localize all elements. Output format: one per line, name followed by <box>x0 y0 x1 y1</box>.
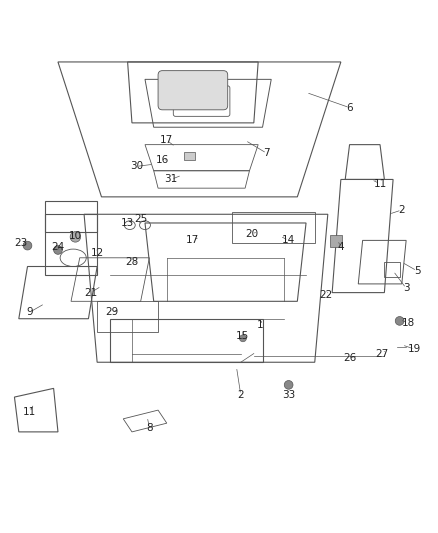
Circle shape <box>70 232 81 242</box>
Text: 33: 33 <box>282 390 295 400</box>
Text: 10: 10 <box>69 231 82 241</box>
Text: 6: 6 <box>346 103 353 112</box>
Text: 20: 20 <box>245 229 258 239</box>
Circle shape <box>23 241 32 250</box>
Text: 24: 24 <box>51 242 64 252</box>
Text: 14: 14 <box>282 236 295 245</box>
Text: 5: 5 <box>414 266 420 276</box>
Text: 7: 7 <box>264 148 270 158</box>
Text: 15: 15 <box>237 331 250 341</box>
Text: 19: 19 <box>408 344 421 354</box>
Text: 31: 31 <box>165 174 178 184</box>
Text: 28: 28 <box>125 257 138 267</box>
Text: 18: 18 <box>402 318 415 328</box>
Bar <box>330 235 342 247</box>
Text: 12: 12 <box>91 248 104 259</box>
Bar <box>385 262 399 277</box>
Circle shape <box>284 381 293 389</box>
FancyBboxPatch shape <box>158 71 228 110</box>
Circle shape <box>395 317 404 325</box>
Text: 9: 9 <box>26 307 33 317</box>
Text: 17: 17 <box>160 135 173 146</box>
Text: 2: 2 <box>237 390 244 400</box>
Text: 23: 23 <box>14 238 28 247</box>
Text: 11: 11 <box>374 179 387 189</box>
Bar <box>184 152 195 160</box>
Text: 1: 1 <box>257 320 264 330</box>
Text: 8: 8 <box>146 423 153 433</box>
Text: 3: 3 <box>403 283 410 293</box>
Text: 4: 4 <box>338 242 344 252</box>
Text: 29: 29 <box>106 307 119 317</box>
Text: 17: 17 <box>186 236 200 245</box>
Text: 22: 22 <box>319 290 332 300</box>
Text: 2: 2 <box>399 205 405 215</box>
Text: 11: 11 <box>23 407 36 417</box>
Text: 25: 25 <box>134 214 147 224</box>
Text: 27: 27 <box>375 349 389 359</box>
Text: 16: 16 <box>156 155 169 165</box>
Text: 26: 26 <box>343 353 356 363</box>
Text: 13: 13 <box>121 218 134 228</box>
Text: 21: 21 <box>84 288 97 297</box>
Circle shape <box>240 335 247 342</box>
Text: 30: 30 <box>130 161 143 172</box>
Circle shape <box>53 246 62 254</box>
